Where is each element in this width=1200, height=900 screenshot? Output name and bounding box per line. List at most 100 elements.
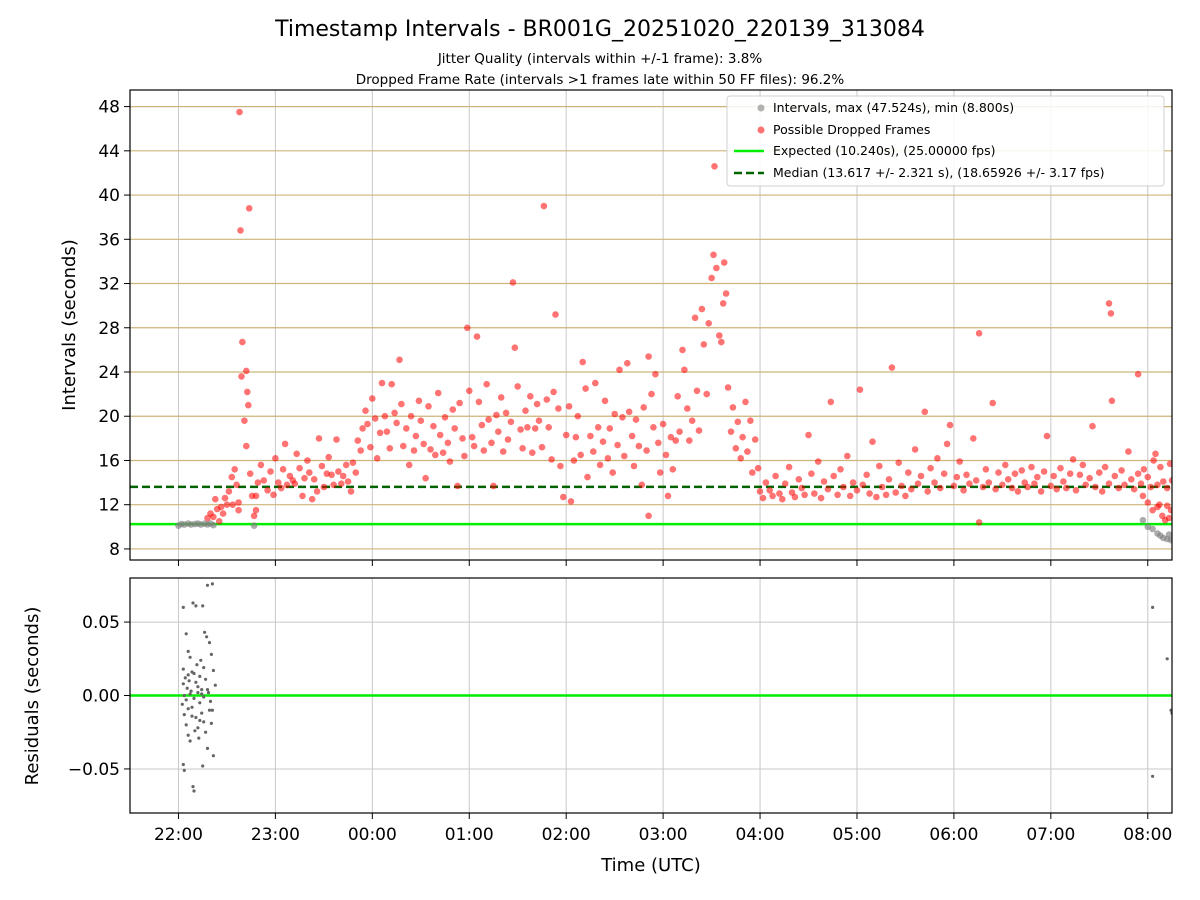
- residual-point: [192, 671, 196, 676]
- dropped-frame-point: [754, 464, 762, 472]
- dropped-frame-point: [590, 448, 597, 455]
- dropped-frame-point: [989, 399, 996, 407]
- dropped-frame-point: [514, 383, 521, 390]
- dropped-frame-point: [243, 442, 250, 450]
- dropped-frame-point: [252, 506, 260, 514]
- dropped-frame-point: [388, 380, 396, 388]
- dropped-frame-point: [856, 386, 864, 394]
- dropped-frame-point: [449, 406, 457, 413]
- residual-point: [205, 583, 210, 587]
- dropped-frame-point: [550, 388, 557, 396]
- residual-point: [182, 768, 186, 773]
- interval-point: [1165, 531, 1172, 538]
- dropped-frame-point: [574, 412, 582, 420]
- dropped-frame-point: [422, 474, 429, 482]
- residual-point: [197, 736, 201, 740]
- dropped-frame-point: [940, 470, 948, 478]
- residual-point: [202, 666, 206, 670]
- dropped-frame-point: [659, 420, 667, 428]
- dropped-frame-point: [254, 479, 262, 486]
- dropped-frame-point: [908, 485, 915, 493]
- chart-title: Timestamp Intervals - BR001G_20251020_22…: [274, 17, 925, 42]
- dropped-frame-point: [244, 388, 251, 396]
- dropped-frame-point: [960, 487, 967, 494]
- dropped-frame-point: [975, 330, 983, 337]
- xtick-label: 05:00: [832, 825, 881, 845]
- dropped-frame-point: [713, 264, 720, 272]
- intervals-x-ticks: [177, 560, 1149, 566]
- dropped-frame-point: [1128, 476, 1135, 483]
- legend-label-median: Median (13.617 +/- 2.321 s), (18.65926 +…: [773, 165, 1104, 180]
- dropped-frame-point: [766, 487, 773, 494]
- dropped-frame-point: [454, 482, 461, 490]
- dropped-frame-point: [281, 440, 289, 448]
- dropped-frame-point: [911, 446, 919, 453]
- dropped-frame-point: [461, 452, 468, 460]
- top-ytick-label: 40: [98, 186, 120, 206]
- dropped-frame-point: [260, 477, 268, 484]
- dropped-frame-point: [927, 464, 934, 472]
- residual-point: [183, 676, 187, 680]
- dropped-frame-point: [931, 479, 938, 486]
- dropped-frame-point: [1096, 469, 1103, 476]
- dropped-frame-point: [698, 305, 706, 313]
- dropped-frame-point: [1011, 470, 1019, 478]
- residual-point: [196, 691, 200, 695]
- dropped-frame-point: [742, 398, 749, 406]
- dropped-frame-point: [283, 481, 291, 489]
- intervals-y-ticks: 8 12 16 20 24 28 32 36 40 44 48: [98, 98, 130, 560]
- intervals-points: [175, 108, 1172, 544]
- dropped-frame-point: [291, 480, 299, 488]
- dropped-frame-point: [391, 409, 398, 417]
- dropped-frame-point: [902, 492, 909, 500]
- dropped-frame-point: [1160, 478, 1167, 485]
- reference-lines: [130, 485, 1172, 526]
- dropped-frame-point: [293, 450, 301, 458]
- dropped-frame-point: [769, 492, 776, 500]
- residual-point: [194, 715, 198, 720]
- dropped-frame-point: [237, 227, 244, 234]
- dropped-frame-point: [483, 380, 491, 388]
- dropped-frame-point: [656, 469, 664, 476]
- dropped-frame-point: [376, 429, 384, 437]
- dropped-frame-point: [210, 513, 217, 521]
- residual-point: [189, 689, 193, 693]
- dropped-frame-point: [434, 389, 442, 397]
- dropped-frame-point: [975, 519, 983, 526]
- intervals-plot-frame: [129, 89, 1173, 561]
- residuals-x-ticks: 22:00 23:00 00:00 01:00 02:00 03:00 04:00 05:00…: [154, 813, 1172, 845]
- dropped-frame-point: [565, 403, 573, 410]
- dropped-frame-point: [599, 438, 607, 446]
- dropped-frame-point: [1028, 463, 1035, 471]
- dropped-frame-point: [1156, 501, 1163, 509]
- dropped-frame-point: [420, 440, 428, 448]
- residual-point: [207, 708, 212, 712]
- dropped-frame-point: [1121, 481, 1128, 489]
- dropped-frame-point: [315, 435, 323, 442]
- residual-point: [210, 582, 214, 586]
- dropped-frame-point: [519, 445, 526, 452]
- dropped-frame-point: [373, 455, 381, 462]
- dropped-frame-point: [572, 433, 580, 441]
- dropped-frame-point: [320, 483, 328, 491]
- residual-point: [209, 652, 213, 657]
- dropped-frame-point: [1118, 467, 1125, 474]
- dropped-frame-point: [403, 425, 410, 432]
- dropped-frame-point: [352, 469, 360, 476]
- residual-point: [213, 683, 217, 687]
- xtick-label: 01:00: [445, 825, 494, 845]
- dropped-frame-point: [1040, 468, 1048, 475]
- dropped-frame-point: [529, 449, 536, 457]
- dropped-frame-point: [645, 512, 652, 520]
- dropped-frame-point: [943, 440, 951, 448]
- dropped-frame-point: [779, 495, 786, 503]
- dropped-frame-point: [235, 499, 242, 506]
- legend-box: [726, 95, 1165, 187]
- dropped-frame-point: [579, 358, 586, 366]
- legend-marker-dropped: [757, 126, 765, 134]
- residual-point: [184, 698, 188, 702]
- dropped-frame-point: [705, 320, 712, 327]
- residual-point: [193, 729, 197, 733]
- dropped-frame-point: [275, 479, 282, 486]
